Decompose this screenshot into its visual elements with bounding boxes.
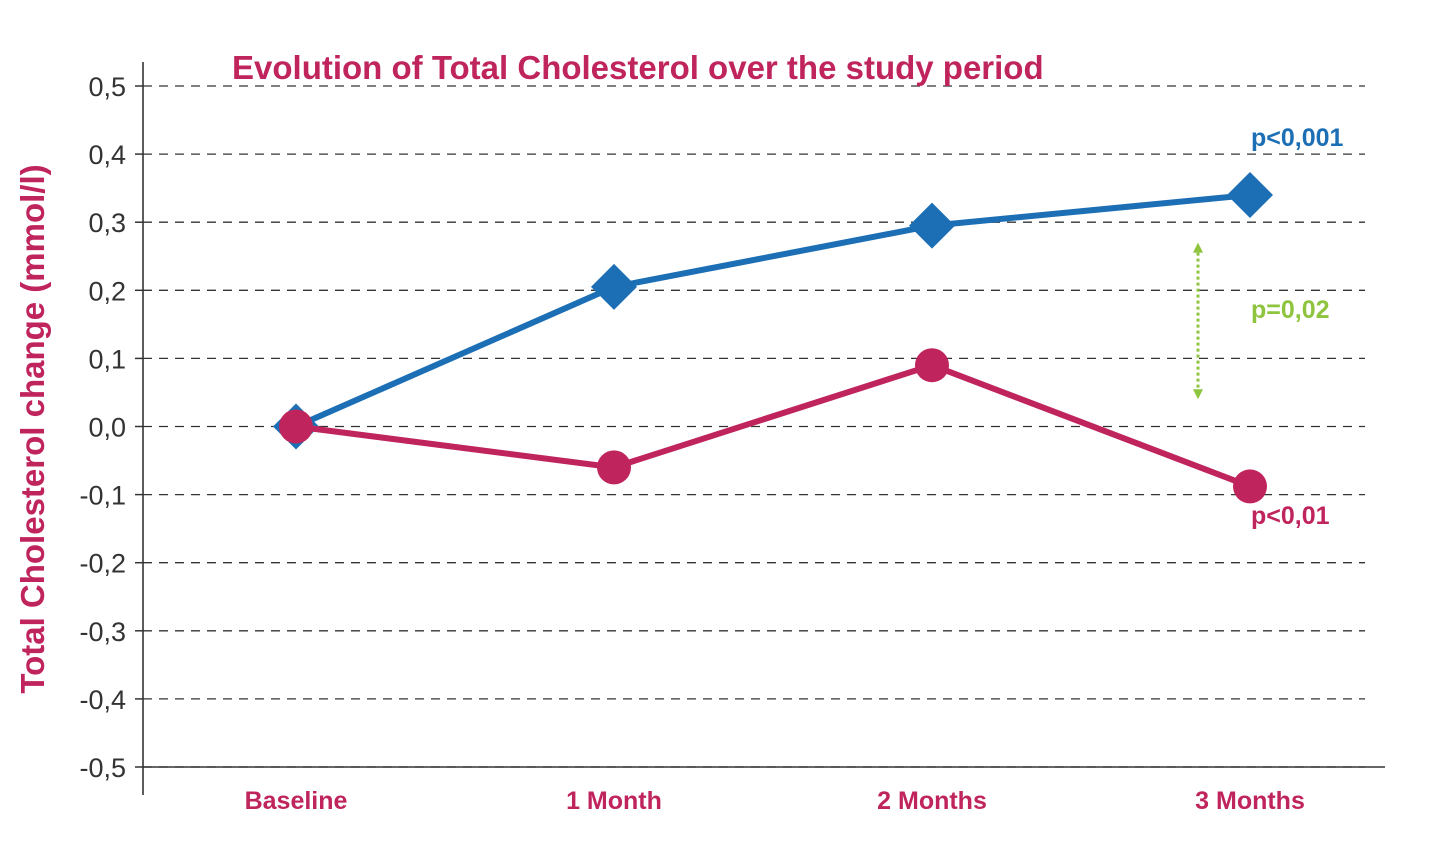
y-tick-label: 0,0	[88, 413, 126, 443]
significance-annotation: p=0,02	[1193, 242, 1330, 400]
y-tick-label: -0,3	[79, 617, 126, 647]
series-line	[293, 362, 1253, 490]
grid	[143, 85, 1365, 768]
series-2: p<0,01	[279, 348, 1330, 530]
data-point	[1227, 171, 1273, 218]
annotation-label: p=0,02	[1251, 296, 1330, 324]
data-point	[909, 202, 955, 249]
data-point	[915, 348, 949, 383]
annotation-arrowhead-down	[1193, 389, 1203, 400]
y-tick-label: -0,5	[79, 753, 126, 783]
title-part: over the study period	[699, 49, 1044, 86]
y-tick-labels: 0,5 0,4 0,3 0,2 0,1 0,0 -0,1 -0,2 -0,3 -0,4 -0,5	[79, 72, 126, 783]
title-part: Evolution of	[232, 49, 432, 86]
y-tick-label: 0,4	[88, 140, 126, 170]
y-tick-label: 0,5	[88, 72, 126, 102]
data-point	[597, 450, 631, 485]
title-part: Total Cholesterol	[432, 49, 699, 86]
x-category-label: 2 Months	[877, 787, 987, 815]
chart-title: Evolution of Total Cholesterol over the …	[232, 49, 1044, 86]
series-1: p<0,001	[273, 124, 1344, 450]
series-line	[293, 191, 1253, 430]
data-point	[591, 263, 637, 310]
axes	[135, 62, 1385, 795]
annotation-arrowhead-up	[1193, 242, 1203, 253]
data-point	[1233, 469, 1267, 504]
series: p<0,001 p<0,01	[273, 124, 1344, 530]
x-category-label: 3 Months	[1195, 787, 1305, 815]
y-tick-label: -0,1	[79, 481, 126, 511]
y-tick-label: 0,1	[88, 344, 126, 374]
annotations: p=0,02	[1193, 242, 1330, 400]
y-tick-label: -0,2	[79, 549, 126, 579]
data-point	[279, 409, 313, 444]
x-category-labels: Baseline 1 Month 2 Months 3 Months	[245, 787, 1305, 815]
y-tick-label: 0,2	[88, 276, 126, 306]
series-end-label: p<0,01	[1251, 502, 1330, 530]
y-tick-label: -0,4	[79, 685, 126, 715]
y-tick-label: 0,3	[88, 208, 126, 238]
series-end-label: p<0,001	[1251, 124, 1344, 152]
x-category-label: Baseline	[245, 787, 348, 815]
y-axis-label: Total Cholesterol change (mmol/l)	[14, 164, 51, 693]
x-category-label: 1 Month	[566, 787, 662, 815]
